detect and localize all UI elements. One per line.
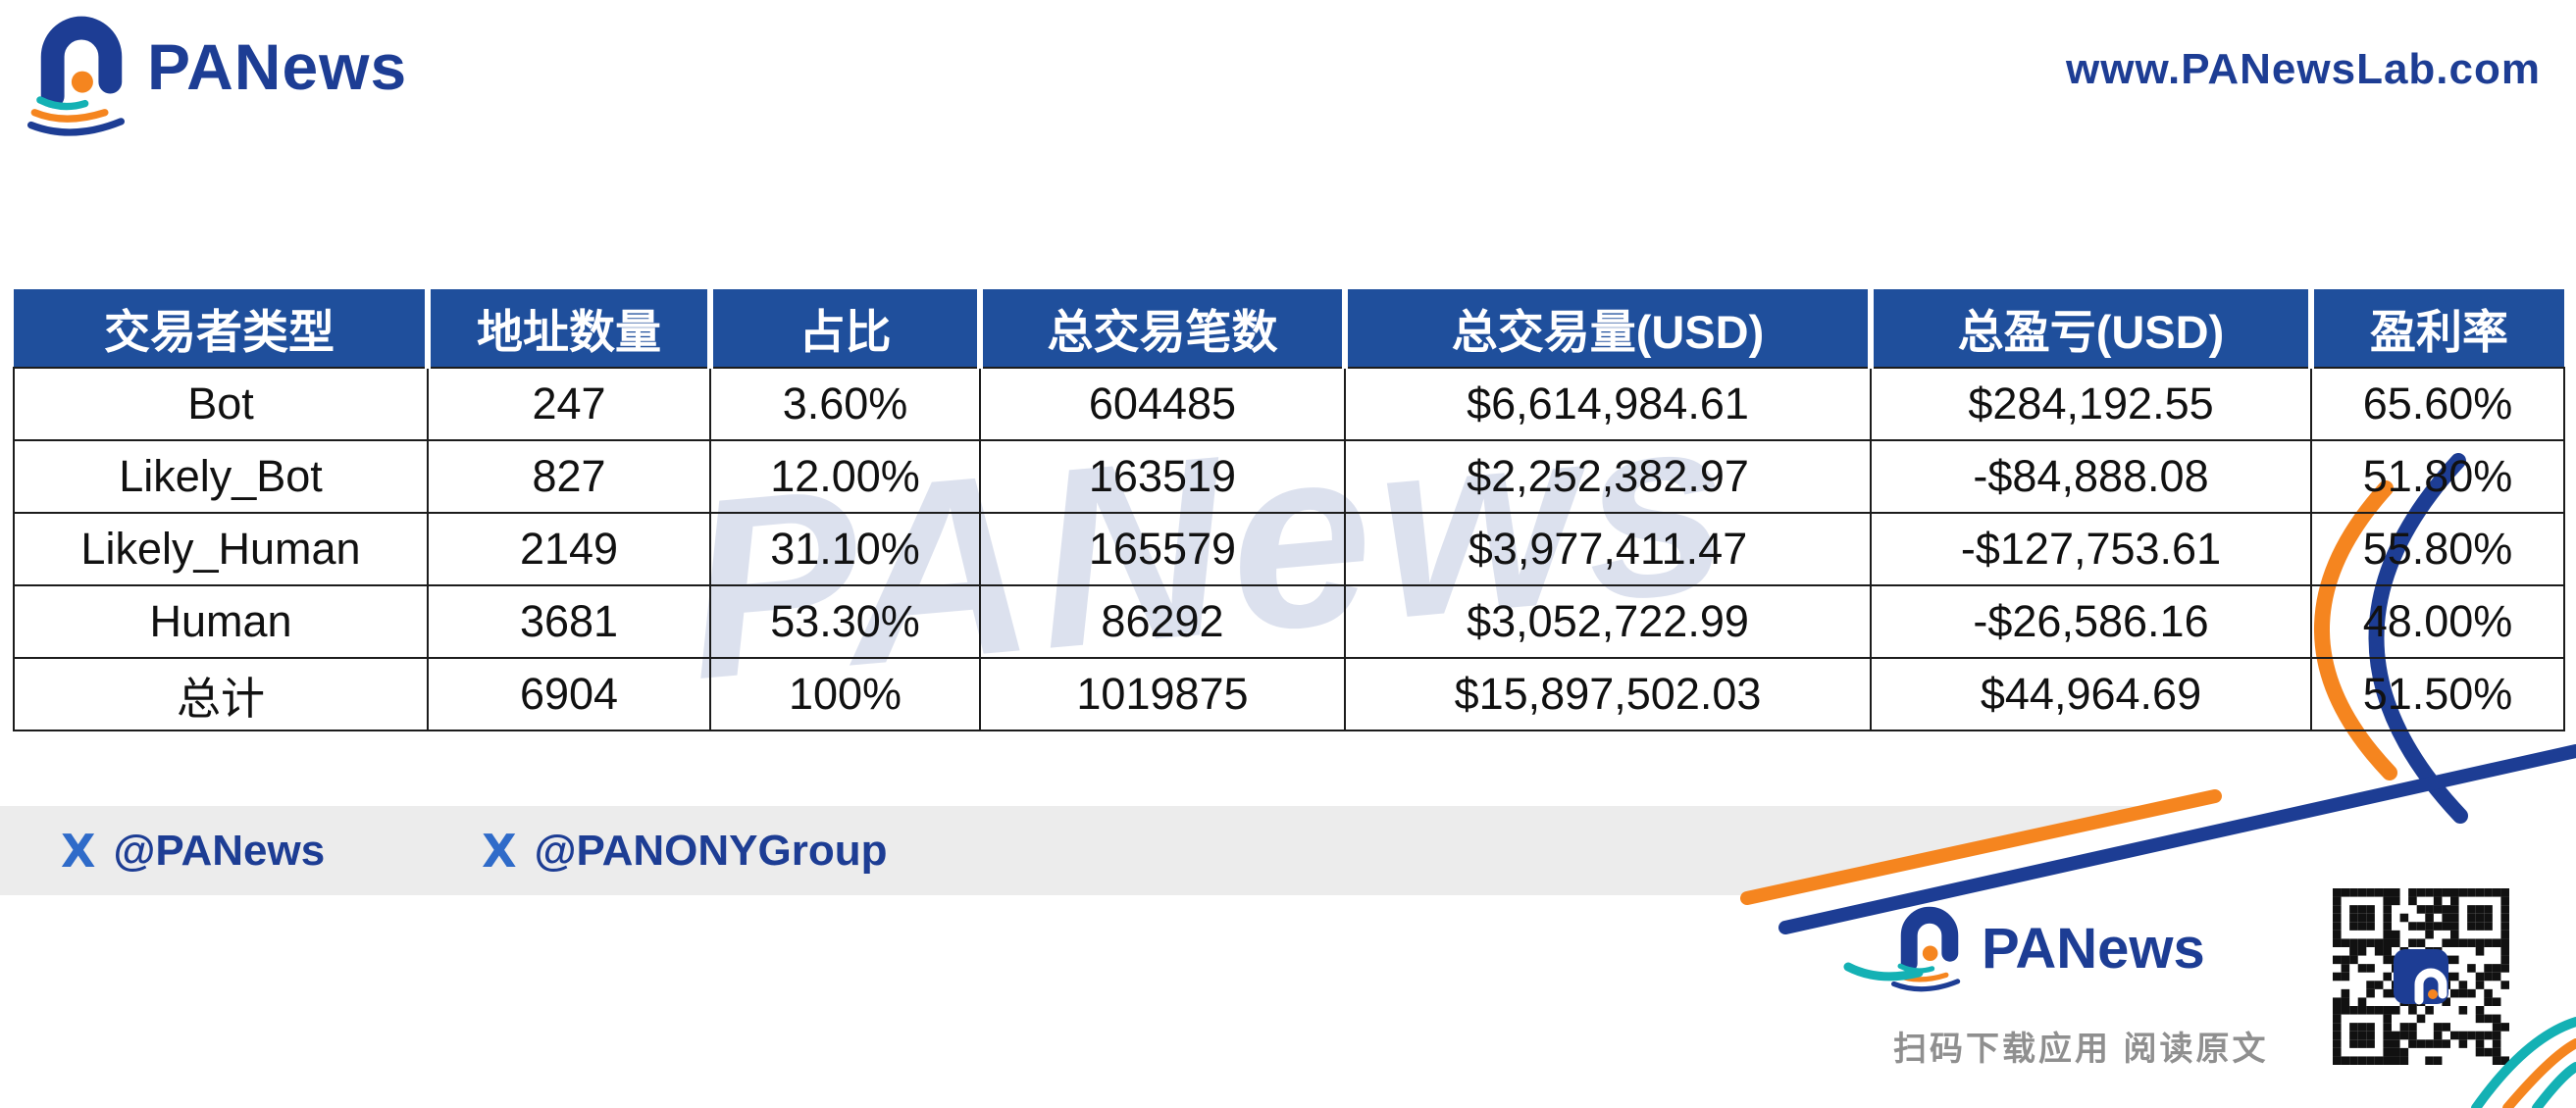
table-cell: 65.60% bbox=[2310, 367, 2565, 441]
table-cell: Likely_Bot bbox=[13, 439, 429, 514]
table-cell: 51.80% bbox=[2310, 439, 2565, 514]
table-cell: 827 bbox=[427, 439, 711, 514]
table-cell: 55.80% bbox=[2310, 512, 2565, 586]
qr-code bbox=[2323, 879, 2519, 1075]
panews-logo-icon bbox=[27, 10, 135, 145]
table-cell: 247 bbox=[427, 367, 711, 441]
panews-logo-icon bbox=[1891, 902, 1968, 998]
table-cell: 3681 bbox=[427, 584, 711, 659]
table-cell: -$127,753.61 bbox=[1870, 512, 2312, 586]
footer-brand-name: PANews bbox=[1982, 917, 2205, 981]
table-cell: 86292 bbox=[979, 584, 1346, 659]
brand-name: PANews bbox=[147, 30, 408, 103]
table-cell: 604485 bbox=[979, 367, 1346, 441]
table-cell: -$26,586.16 bbox=[1870, 584, 2312, 659]
table-cell: 31.10% bbox=[709, 512, 981, 586]
table-cell: 3.60% bbox=[709, 367, 981, 441]
table-row-human: Human 3681 53.30% 86292 $3,052,722.99 -$… bbox=[13, 584, 2565, 659]
table-cell: 总计 bbox=[13, 657, 429, 731]
column-header-tx-count: 总交易笔数 bbox=[977, 289, 1345, 368]
table-cell: $6,614,984.61 bbox=[1344, 367, 1872, 441]
column-header-trader-type: 交易者类型 bbox=[14, 289, 428, 368]
handle-panews[interactable]: @PANews bbox=[113, 826, 326, 875]
table-cell: 6904 bbox=[427, 657, 711, 731]
footer-brand-panel: PANews 扫码下载应用 阅读原文 bbox=[1842, 867, 2576, 1108]
table-cell: $2,252,382.97 bbox=[1344, 439, 1872, 514]
table-cell: 100% bbox=[709, 657, 981, 731]
table-row-bot: Bot 247 3.60% 604485 $6,614,984.61 $284,… bbox=[13, 367, 2565, 441]
table-cell: Bot bbox=[13, 367, 429, 441]
table-cell: 165579 bbox=[979, 512, 1346, 586]
table-row-likely-human: Likely_Human 2149 31.10% 165579 $3,977,4… bbox=[13, 512, 2565, 586]
table-cell: $15,897,502.03 bbox=[1344, 657, 1872, 731]
table-row-likely-bot: Likely_Bot 827 12.00% 163519 $2,252,382.… bbox=[13, 439, 2565, 514]
table-cell: 48.00% bbox=[2310, 584, 2565, 659]
table-cell: $44,964.69 bbox=[1870, 657, 2312, 731]
table-cell: 1019875 bbox=[979, 657, 1346, 731]
handle-panonygroup[interactable]: @PANONYGroup bbox=[534, 826, 888, 875]
column-header-share: 占比 bbox=[707, 289, 980, 368]
table-cell: $3,052,722.99 bbox=[1344, 584, 1872, 659]
qr-center-logo-icon bbox=[2394, 949, 2448, 1005]
table-cell: $3,977,411.47 bbox=[1344, 512, 1872, 586]
table-cell: Likely_Human bbox=[13, 512, 429, 586]
qr-caption: 扫码下载应用 阅读原文 bbox=[1893, 1031, 2269, 1068]
table-cell: 53.30% bbox=[709, 584, 981, 659]
table-cell: $284,192.55 bbox=[1870, 367, 2312, 441]
traders-table: 交易者类型 地址数量 占比 总交易笔数 总交易量(USD) 总盈亏(USD) 盈… bbox=[13, 289, 2565, 731]
column-header-volume-usd: 总交易量(USD) bbox=[1342, 289, 1871, 368]
column-header-win-rate: 盈利率 bbox=[2308, 289, 2564, 368]
website-url[interactable]: www.PANewsLab.com bbox=[2066, 45, 2541, 93]
table-row-total: 总计 6904 100% 1019875 $15,897,502.03 $44,… bbox=[13, 657, 2565, 731]
column-header-address-count: 地址数量 bbox=[425, 289, 710, 368]
column-header-pnl-usd: 总盈亏(USD) bbox=[1868, 289, 2311, 368]
table-cell: 163519 bbox=[979, 439, 1346, 514]
table-cell: 12.00% bbox=[709, 439, 981, 514]
table-cell: 51.50% bbox=[2310, 657, 2565, 731]
table-cell: 2149 bbox=[427, 512, 711, 586]
x-twitter-icon: X bbox=[482, 824, 517, 878]
table-cell: -$84,888.08 bbox=[1870, 439, 2312, 514]
table-cell: Human bbox=[13, 584, 429, 659]
x-twitter-icon: X bbox=[61, 824, 96, 878]
table-header-row: 交易者类型 地址数量 占比 总交易笔数 总交易量(USD) 总盈亏(USD) 盈… bbox=[14, 289, 2564, 368]
